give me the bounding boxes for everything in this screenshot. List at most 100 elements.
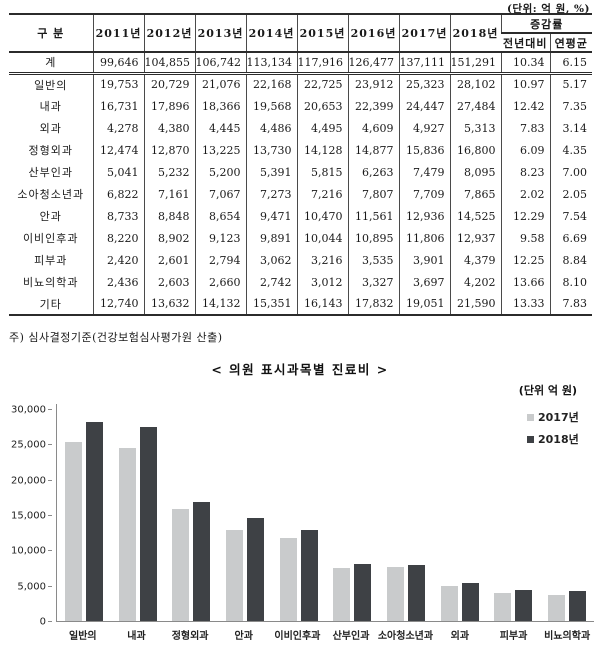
x-axis-label: 피부과 (499, 631, 528, 642)
y-tick-label: 25,000 (11, 439, 46, 451)
legend-swatch-icon (527, 413, 534, 421)
bar-group (218, 404, 272, 621)
table-cell: 3,535 (347, 249, 399, 271)
medical-cost-table: 구 분 2011년 2012년 2013년 2014년 2015년 2016년 2017년 2… (9, 13, 592, 316)
bar-group (164, 404, 218, 621)
table-cell: 4,495 (296, 117, 348, 139)
table-cell: 3,901 (398, 249, 450, 271)
table-cell: 7.54 (549, 205, 592, 227)
table-cell: 126,477 (347, 52, 399, 75)
table-cell: 16,143 (296, 293, 348, 315)
table-cell: 104,855 (143, 52, 195, 75)
table-cell: 4,927 (398, 117, 450, 139)
bar-2018년 (85, 422, 103, 621)
bar-2017년 (387, 567, 405, 621)
table-cell: 10,470 (296, 205, 348, 227)
table-cell: 2,660 (194, 271, 246, 293)
col-header-change-rate: 증감률 (500, 14, 592, 34)
table-cell: 113,134 (245, 52, 297, 75)
table-cell: 6,822 (92, 183, 144, 205)
y-tick-mark (48, 550, 52, 552)
bar-2018년 (139, 427, 157, 621)
table-cell: 10,895 (347, 227, 399, 249)
table-cell: 8,902 (143, 227, 195, 249)
y-tick-mark (48, 479, 52, 481)
legend-swatch-icon (527, 435, 534, 443)
table-cell: 14,128 (296, 139, 348, 161)
table-cell: 13.66 (500, 271, 550, 293)
y-tick-label: 5,000 (17, 581, 46, 593)
table-header-row-1: 구 분 2011년 2012년 2013년 2014년 2015년 2016년 2017년 2… (9, 14, 592, 53)
table-body: 계 99,646 104,855 106,742 113,134 117,916 126,4… (9, 52, 592, 315)
table-cell: 5,200 (194, 161, 246, 183)
table-cell: 22,725 (296, 73, 348, 95)
legend-label: 2018년 (538, 433, 579, 446)
legend-item-2018년: 2018년 (527, 433, 579, 446)
bar-group (487, 404, 541, 621)
bar-2017년 (494, 593, 512, 621)
table-cell: 24,447 (398, 95, 450, 117)
table-cell: 7,161 (143, 183, 195, 205)
table-cell: 3,062 (245, 249, 297, 271)
y-tick-label: 20,000 (11, 475, 46, 487)
bar-2017년 (548, 595, 566, 621)
col-header-year-8: 2018년 (449, 14, 501, 53)
table-cell: 6.15 (549, 52, 592, 75)
y-tick-label: 30,000 (11, 404, 46, 416)
x-axis-label: 외과 (450, 631, 470, 642)
bar-group (540, 404, 594, 621)
table-cell: 3,327 (347, 271, 399, 293)
table-cell: 3,012 (296, 271, 348, 293)
table-cell: 20,729 (143, 73, 195, 95)
plot-area (56, 404, 594, 622)
table-row: 계 99,646 104,855 106,742 113,134 117,916 126,4… (9, 52, 592, 75)
y-tick-label: 15,000 (11, 510, 46, 522)
table-cell: 8,733 (92, 205, 144, 227)
y-tick-mark (48, 409, 52, 410)
table-cell: 5,232 (143, 161, 195, 183)
table-row: 소아청소년과 6,822 7,161 7,067 7,273 7,216 7,807 7,70… (9, 183, 592, 205)
table-cell: 17,832 (347, 293, 399, 315)
table-cell: 8,095 (449, 161, 501, 183)
chart-unit-label: (단위 억 원) (518, 384, 577, 397)
bar-2017년 (440, 586, 458, 621)
table-cell: 11,561 (347, 205, 399, 227)
x-axis-label: 소아청소년과 (377, 631, 434, 642)
table-cell: 18,366 (194, 95, 246, 117)
table-cell: 2,794 (194, 249, 246, 271)
col-header-year-4: 2014년 (245, 14, 297, 53)
table-cell: 12,740 (92, 293, 144, 315)
table-cell: 7.35 (549, 95, 592, 117)
col-header-year-6: 2016년 (347, 14, 399, 53)
table-cell: 6,263 (347, 161, 399, 183)
table-cell: 23,912 (347, 73, 399, 95)
bar-2018년 (300, 530, 318, 621)
table-cell: 12.25 (500, 249, 550, 271)
row-label: 산부인과 (28, 166, 73, 179)
table-cell: 7,067 (194, 183, 246, 205)
table-cell: 12.29 (500, 205, 550, 227)
table-cell: 13,730 (245, 139, 297, 161)
table-cell: 22,168 (245, 73, 297, 95)
table-cell: 7,216 (296, 183, 348, 205)
bar-2017년 (172, 509, 190, 621)
table-cell: 7,273 (245, 183, 297, 205)
table-cell: 137,111 (398, 52, 450, 75)
table-cell: 16,731 (92, 95, 144, 117)
table-cell: 12.42 (500, 95, 550, 117)
table-cell: 8.84 (549, 249, 592, 271)
table-cell: 3.14 (549, 117, 592, 139)
table-cell: 10.97 (500, 73, 550, 95)
table-cell: 6.09 (500, 139, 550, 161)
table-row: 내과 16,731 17,896 18,366 19,568 20,653 22,399 24… (9, 95, 592, 117)
bar-2017년 (225, 530, 243, 621)
table-row: 비뇨의학과 2,436 2,603 2,660 2,742 3,012 3,327 3,697… (9, 271, 592, 293)
table-cell: 7,479 (398, 161, 450, 183)
table-cell: 19,051 (398, 293, 450, 315)
row-label: 내과 (39, 100, 62, 113)
table-row: 일반의 19,753 20,729 21,076 22,168 22,725 23,912 2… (9, 73, 592, 95)
table-cell: 22,399 (347, 95, 399, 117)
row-label: 이비인후과 (22, 232, 79, 245)
bar-group (57, 404, 111, 621)
table-cell: 7,865 (449, 183, 501, 205)
